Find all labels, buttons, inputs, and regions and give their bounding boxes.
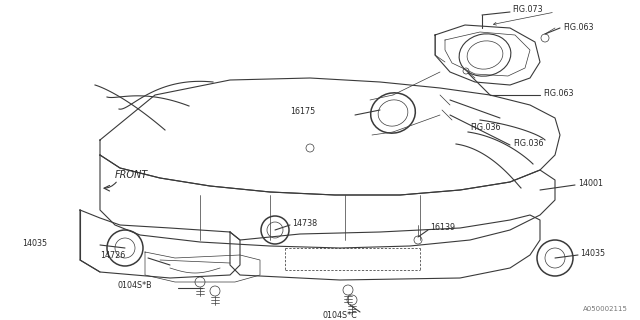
Text: 14035: 14035 <box>22 238 47 247</box>
Text: FIG.036: FIG.036 <box>470 124 500 132</box>
Text: 14738: 14738 <box>292 219 317 228</box>
Text: 14001: 14001 <box>578 180 603 188</box>
Text: A050002115: A050002115 <box>583 306 628 312</box>
Text: 14726: 14726 <box>100 252 125 260</box>
Text: 16175: 16175 <box>290 108 316 116</box>
Text: FIG.063: FIG.063 <box>543 90 573 99</box>
Text: 0104S*C: 0104S*C <box>323 311 357 320</box>
Text: FIG.073: FIG.073 <box>512 5 543 14</box>
Text: FIG.036: FIG.036 <box>513 140 543 148</box>
Text: 0104S*B: 0104S*B <box>118 282 152 291</box>
Text: FIG.063: FIG.063 <box>563 22 593 31</box>
Text: FRONT: FRONT <box>115 170 148 180</box>
Text: 14035: 14035 <box>580 249 605 258</box>
Text: 16139: 16139 <box>430 223 455 233</box>
